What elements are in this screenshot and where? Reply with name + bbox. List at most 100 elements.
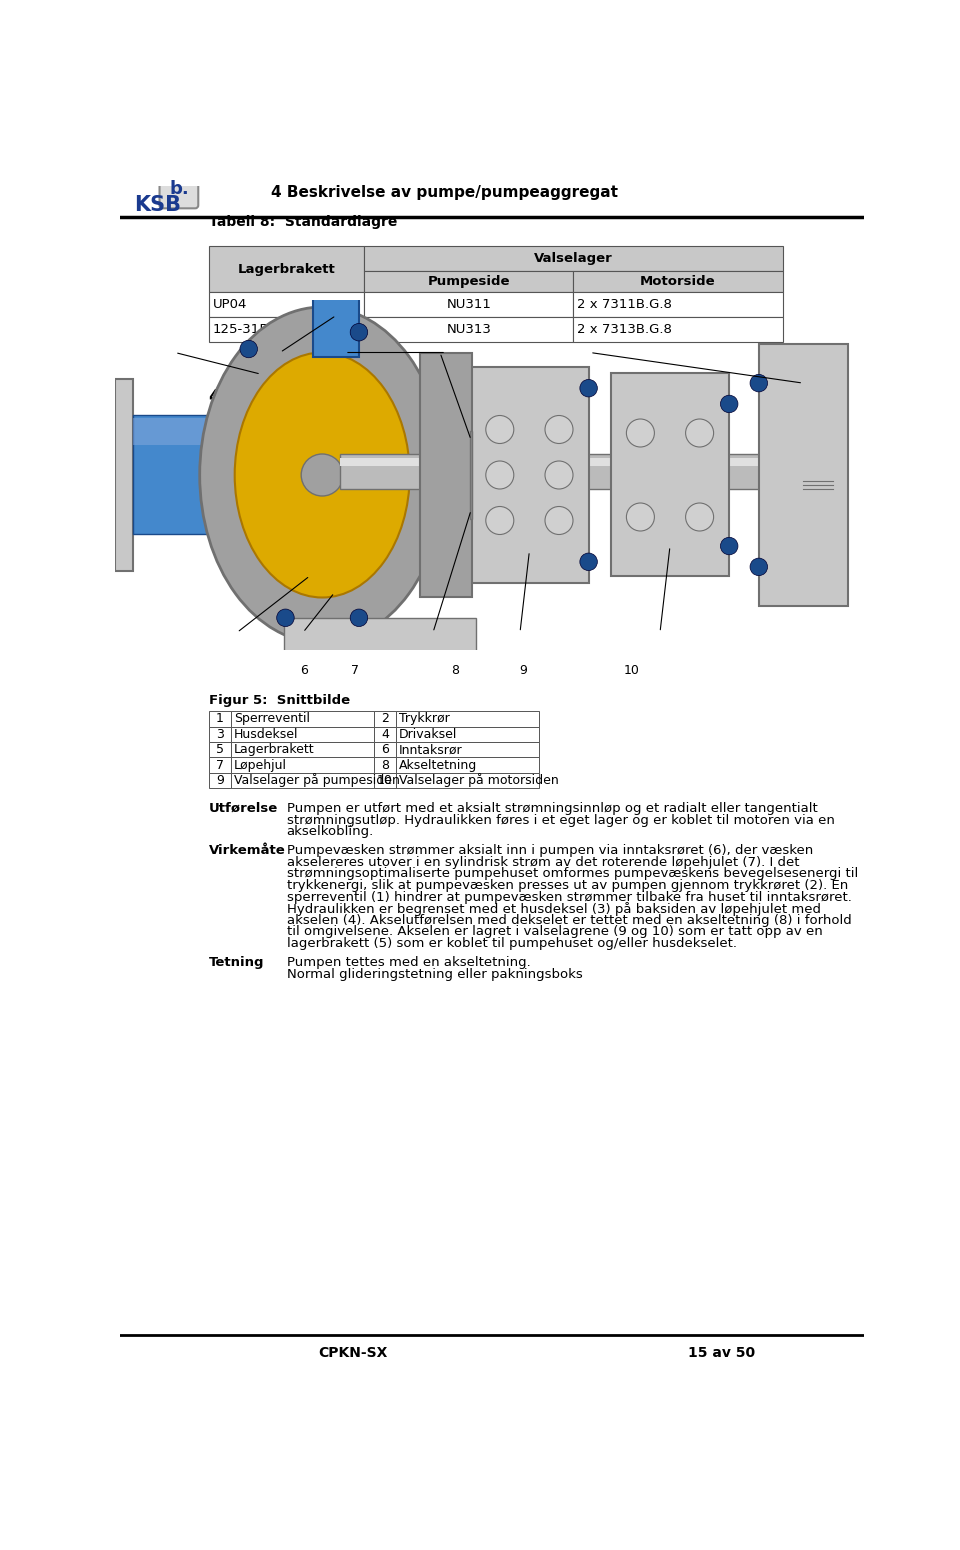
Circle shape [685,504,713,532]
Text: 5: 5 [216,742,224,756]
Text: Akseltetning: Akseltetning [399,758,477,772]
Text: lagerbrakett (5) som er koblet til pumpehuset og/eller husdekselet.: lagerbrakett (5) som er koblet til pumpe… [287,936,736,950]
Text: b.: b. [169,180,189,198]
Text: 2: 2 [333,406,341,419]
Bar [470,366,588,583]
Bar [209,727,230,742]
Text: Normal glideringstetning eller pakningsboks: Normal glideringstetning eller pakningsb… [287,967,583,981]
Text: strømningsutløp. Hydraulikken føres i et eget lager og er koblet til motoren via: strømningsutløp. Hydraulikken føres i et… [287,814,834,826]
Bar [374,711,396,727]
Text: 6: 6 [381,742,389,756]
Text: 10: 10 [377,773,393,787]
Text: Valselager på pumpesiden: Valselager på pumpesiden [234,773,399,787]
Bar [305,273,367,285]
Bar [420,352,472,597]
Bar [209,758,230,773]
Bar [230,742,374,758]
Text: Drivaksel: Drivaksel [399,728,457,741]
Bar [573,293,782,316]
Circle shape [486,460,514,488]
Bar [573,271,782,293]
Text: KSB: KSB [134,195,180,215]
Text: Virkemåte: Virkemåte [209,845,286,857]
Text: trykkenergi, slik at pumpevæsken presses ut av pumpen gjennom trykkrøret (2). En: trykkenergi, slik at pumpevæsken presses… [287,879,848,891]
Bar [364,246,782,271]
Text: Pumpen tettes med en akseltetning.: Pumpen tettes med en akseltetning. [287,956,530,969]
Text: Lagerbrakett: Lagerbrakett [238,262,335,276]
Circle shape [720,538,738,555]
Ellipse shape [234,352,410,597]
Bar [364,271,573,293]
Text: Valselager: Valselager [534,253,612,265]
Text: 9: 9 [519,665,527,677]
Bar [396,773,540,787]
Text: 125-315: 125-315 [213,322,269,336]
Text: NU313: NU313 [446,322,492,336]
Text: 4: 4 [457,406,465,419]
Circle shape [301,454,344,496]
Text: Tetning: Tetning [209,956,265,969]
Bar [396,727,540,742]
Bar [396,758,540,773]
Text: 8: 8 [381,758,389,772]
Text: Pumpeside: Pumpeside [427,274,510,288]
Circle shape [580,553,597,570]
Circle shape [240,341,257,358]
Bar [470,431,472,519]
Text: Pumpen er utført med et aksialt strømningsinnløp og et radialt eller tangentialt: Pumpen er utført med et aksialt strømnin… [287,801,817,815]
Text: akselereres utover i en sylindrisk strøm av det roterende løpehjulet (7). I det: akselereres utover i en sylindrisk strøm… [287,856,799,870]
Bar [573,316,782,341]
Bar [340,454,840,488]
Bar [374,742,396,758]
Text: 2: 2 [381,713,389,725]
Text: Tabell 8:  Standardlagre: Tabell 8: Standardlagre [209,215,397,229]
Circle shape [720,395,738,412]
Bar [611,374,730,577]
Circle shape [545,415,573,443]
Bar [758,344,848,606]
Text: Figur 5:  Snittbilde: Figur 5: Snittbilde [209,694,350,707]
Circle shape [276,609,294,626]
Text: 4 Beskrivelse av pumpe/pumpeaggregat: 4 Beskrivelse av pumpe/pumpeaggregat [271,186,618,200]
Text: 9: 9 [216,773,224,787]
Text: Inntaksrør: Inntaksrør [399,742,463,756]
Bar [314,281,359,358]
Text: Trykkrør: Trykkrør [399,713,449,725]
Text: Hydraulikken er begrenset med et husdeksel (3) på baksiden av løpehjulet med: Hydraulikken er begrenset med et husdeks… [287,902,821,916]
Text: 1: 1 [216,713,224,725]
Bar [364,293,573,316]
Bar [374,727,396,742]
Circle shape [350,609,368,626]
Text: 15 av 50: 15 av 50 [688,1345,756,1359]
Circle shape [750,558,768,575]
Text: 5: 5 [573,406,581,419]
Text: 3: 3 [383,406,392,419]
Circle shape [545,507,573,535]
Circle shape [580,380,597,397]
Text: Valselager på motorsiden: Valselager på motorsiden [399,773,559,787]
Text: sperreventil (1) hindrer at pumpevæsken strømmer tilbake fra huset til inntaksrø: sperreventil (1) hindrer at pumpevæsken … [287,891,852,904]
Text: strømningsoptimaliserte pumpehuset omformes pumpevæskens bevegelsesenergi til: strømningsoptimaliserte pumpehuset omfor… [287,868,858,880]
Bar [374,758,396,773]
Text: 8: 8 [451,665,460,677]
Text: 7: 7 [216,758,224,772]
Bar [133,415,252,535]
Text: Lagerbrakett: Lagerbrakett [234,742,315,756]
Bar [133,418,252,445]
Bar [209,293,364,316]
Text: Sperreventil: Sperreventil [234,713,310,725]
Circle shape [750,375,768,392]
Text: 6: 6 [300,665,307,677]
Bar [209,711,230,727]
Text: akselen (4). Akselutførelsen med dekselet er tettet med en akseltetning (8) i fo: akselen (4). Akselutførelsen med deksele… [287,913,852,927]
Bar [396,711,540,727]
Bar [209,316,364,341]
Circle shape [685,418,713,446]
Text: UP04: UP04 [213,298,248,312]
Circle shape [626,504,655,532]
Circle shape [626,418,655,446]
Circle shape [350,324,368,341]
Circle shape [545,460,573,488]
Text: Pumpevæsken strømmer aksialt inn i pumpen via inntaksrøret (6), der væsken: Pumpevæsken strømmer aksialt inn i pumpe… [287,845,813,857]
Bar [115,378,133,572]
